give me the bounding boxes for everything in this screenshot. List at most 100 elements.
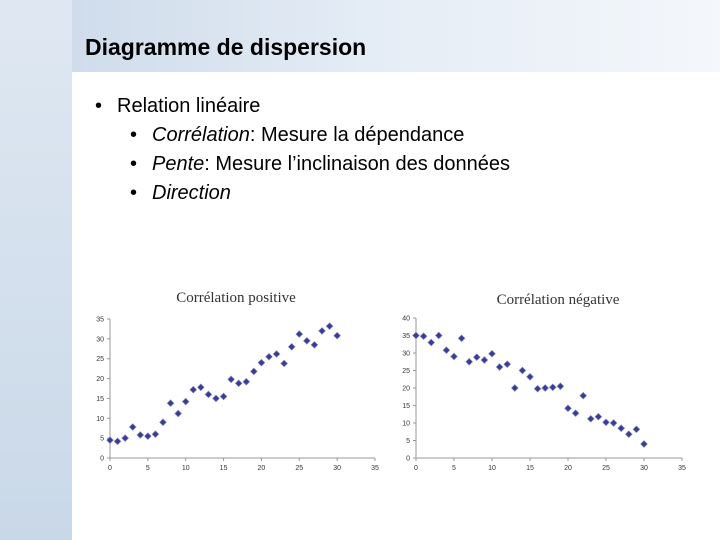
x-tick-label: 35 xyxy=(678,465,686,472)
x-tick-label: 20 xyxy=(564,465,572,472)
x-tick-label: 20 xyxy=(258,465,266,472)
x-tick-label: 30 xyxy=(333,465,341,472)
sub-bullet-term: Corrélation xyxy=(152,124,250,146)
left-decorative-band xyxy=(0,0,72,540)
x-tick-label: 10 xyxy=(488,465,496,472)
x-tick-label: 25 xyxy=(602,465,610,472)
data-point xyxy=(113,437,122,446)
data-point xyxy=(303,337,311,345)
data-point xyxy=(594,412,603,421)
data-point xyxy=(159,418,167,427)
data-point xyxy=(250,367,258,376)
data-point xyxy=(181,397,190,406)
data-point xyxy=(197,383,205,392)
y-tick-label: 15 xyxy=(402,403,410,410)
data-point xyxy=(427,338,436,347)
data-point xyxy=(234,379,243,388)
sub-bullet-text: : Mesure la dépendance xyxy=(249,124,465,146)
y-tick-label: 35 xyxy=(96,317,104,324)
data-point xyxy=(503,360,512,369)
x-tick-label: 15 xyxy=(526,465,534,472)
x-tick-label: 0 xyxy=(108,465,112,472)
data-point xyxy=(564,404,572,413)
x-tick-label: 0 xyxy=(414,465,418,472)
sub-bullet-term: Direction xyxy=(152,182,231,204)
data-point xyxy=(242,377,251,386)
data-point xyxy=(586,414,595,423)
scatter-chart-positive: Corrélation positive 0 5 10 15 20 25 30 35 0 5 10 15… xyxy=(96,290,379,472)
data-point xyxy=(488,349,496,358)
data-point xyxy=(526,372,534,381)
y-tick-label: 0 xyxy=(100,456,104,463)
data-point xyxy=(166,399,175,408)
y-tick-label: 15 xyxy=(96,396,104,403)
title-banner xyxy=(72,0,720,72)
scatter-chart-negative: Corrélation négative 0 5 10 15 20 25 30 35 40 0 5 10… xyxy=(402,292,686,472)
y-tick-label: 35 xyxy=(402,333,410,340)
data-point xyxy=(318,327,326,335)
data-point xyxy=(609,419,618,427)
data-point xyxy=(434,331,443,340)
y-tick-label: 5 xyxy=(406,438,410,445)
x-tick-label: 10 xyxy=(182,465,190,472)
data-point xyxy=(333,331,341,340)
data-point xyxy=(457,334,466,343)
y-tick-label: 40 xyxy=(402,316,410,323)
data-point xyxy=(480,356,489,364)
y-tick-label: 25 xyxy=(96,356,104,363)
data-point xyxy=(579,391,588,400)
bullet-icon: • xyxy=(130,182,138,204)
data-point xyxy=(632,425,641,434)
slide-title: Diagramme de dispersion xyxy=(85,34,367,60)
data-point xyxy=(442,346,451,355)
data-point xyxy=(450,352,458,361)
bullet-icon: • xyxy=(95,95,103,117)
data-point xyxy=(548,383,557,392)
data-point xyxy=(412,331,420,340)
data-point xyxy=(419,332,428,341)
bullet-icon: • xyxy=(130,124,138,146)
data-point xyxy=(510,384,519,392)
data-point xyxy=(257,358,266,367)
x-tick-label: 30 xyxy=(640,465,648,472)
data-point xyxy=(541,384,550,392)
sub-bullet-pente: • Pente: Mesure l’inclinaison des données xyxy=(130,153,510,176)
bullet-main: • Relation linéaire xyxy=(95,95,260,118)
data-point xyxy=(272,350,281,358)
x-tick-label: 5 xyxy=(146,465,150,472)
data-point xyxy=(287,342,296,351)
x-tick-label: 35 xyxy=(371,465,379,472)
data-point xyxy=(624,430,633,439)
data-point xyxy=(212,394,220,403)
sub-bullet-direction: • Direction xyxy=(130,182,231,205)
x-tick-label: 5 xyxy=(452,465,456,472)
data-point xyxy=(144,432,152,440)
data-point xyxy=(518,366,527,375)
data-point xyxy=(219,392,228,401)
data-point xyxy=(189,385,198,394)
data-point xyxy=(472,353,481,362)
data-point xyxy=(204,390,213,399)
bullet-icon: • xyxy=(130,153,138,175)
data-point xyxy=(121,434,129,442)
sub-bullet-correlation: • Corrélation: Mesure la dépendance xyxy=(130,124,464,147)
chart-title: Corrélation négative xyxy=(497,292,620,308)
data-point xyxy=(556,382,565,391)
y-tick-label: 30 xyxy=(402,351,410,358)
data-point xyxy=(106,436,114,444)
data-point xyxy=(227,375,235,384)
sub-bullet-term: Pente xyxy=(152,153,205,175)
data-point xyxy=(533,384,542,393)
data-point xyxy=(571,409,580,418)
sub-bullet-text: : Mesure l’inclinaison des données xyxy=(204,153,510,175)
data-point xyxy=(174,409,182,418)
data-point xyxy=(295,330,304,338)
x-tick-label: 25 xyxy=(295,465,303,472)
data-point xyxy=(128,423,137,431)
y-tick-label: 5 xyxy=(100,436,104,443)
y-tick-label: 0 xyxy=(406,456,410,463)
y-tick-label: 30 xyxy=(96,336,104,343)
x-tick-label: 15 xyxy=(220,465,228,472)
data-point xyxy=(310,340,319,349)
data-point xyxy=(325,322,334,330)
